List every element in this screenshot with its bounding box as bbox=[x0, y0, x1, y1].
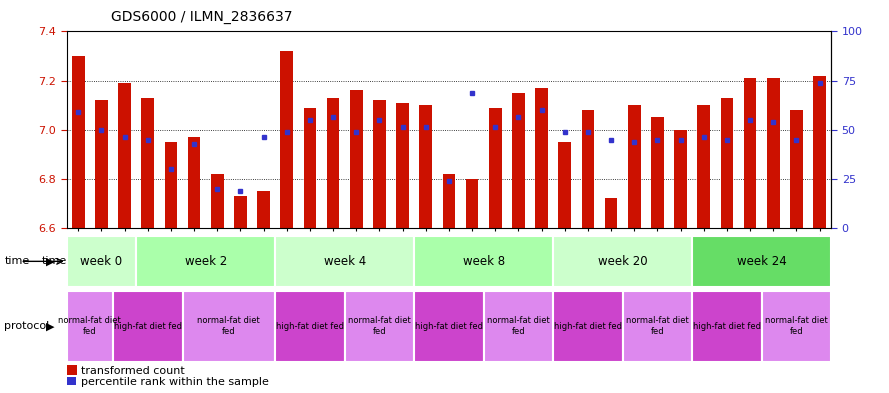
Bar bbox=[234, 196, 247, 228]
Text: time: time bbox=[4, 256, 29, 266]
Bar bbox=[558, 142, 571, 228]
Bar bbox=[813, 76, 826, 228]
Bar bbox=[484, 291, 553, 362]
Bar bbox=[535, 88, 548, 228]
Bar bbox=[67, 291, 113, 362]
Text: transformed count: transformed count bbox=[81, 366, 185, 376]
Text: ▶: ▶ bbox=[46, 321, 55, 331]
Bar bbox=[276, 291, 345, 362]
Bar bbox=[698, 105, 710, 228]
Bar bbox=[414, 236, 553, 287]
Text: week 20: week 20 bbox=[598, 255, 647, 268]
Text: week 24: week 24 bbox=[737, 255, 787, 268]
Bar bbox=[693, 236, 831, 287]
Bar bbox=[651, 118, 664, 228]
Text: week 8: week 8 bbox=[462, 255, 505, 268]
Bar bbox=[141, 98, 154, 228]
Bar bbox=[303, 108, 316, 228]
Bar bbox=[350, 90, 363, 228]
Bar bbox=[414, 291, 484, 362]
Bar bbox=[67, 236, 136, 287]
Bar bbox=[762, 291, 831, 362]
Bar bbox=[211, 174, 224, 228]
Bar bbox=[553, 291, 622, 362]
Text: GDS6000 / ILMN_2836637: GDS6000 / ILMN_2836637 bbox=[111, 10, 292, 24]
Bar bbox=[605, 198, 618, 228]
Bar bbox=[489, 108, 501, 228]
Bar bbox=[182, 291, 276, 362]
Bar bbox=[767, 78, 780, 228]
Bar bbox=[280, 51, 293, 228]
Text: normal-fat diet
fed: normal-fat diet fed bbox=[487, 316, 549, 336]
Bar bbox=[373, 100, 386, 228]
Bar bbox=[188, 137, 201, 228]
Text: normal-fat diet
fed: normal-fat diet fed bbox=[348, 316, 411, 336]
Bar bbox=[72, 56, 84, 228]
Text: time: time bbox=[42, 256, 67, 266]
Bar bbox=[136, 236, 276, 287]
Bar bbox=[420, 105, 432, 228]
Bar bbox=[790, 110, 803, 228]
Bar bbox=[553, 236, 693, 287]
Bar bbox=[512, 93, 525, 228]
Bar bbox=[257, 191, 270, 228]
Bar bbox=[693, 291, 762, 362]
Bar bbox=[327, 98, 340, 228]
Bar bbox=[95, 100, 108, 228]
Text: week 2: week 2 bbox=[185, 255, 227, 268]
Bar bbox=[628, 105, 641, 228]
Text: ▶: ▶ bbox=[46, 256, 55, 266]
Bar bbox=[345, 291, 414, 362]
Text: high-fat diet fed: high-fat diet fed bbox=[693, 322, 761, 331]
Text: normal-fat diet
fed: normal-fat diet fed bbox=[197, 316, 260, 336]
Bar bbox=[164, 142, 177, 228]
Bar bbox=[396, 103, 409, 228]
Bar bbox=[113, 291, 182, 362]
Text: percentile rank within the sample: percentile rank within the sample bbox=[81, 377, 268, 387]
Bar bbox=[674, 130, 687, 228]
Bar bbox=[581, 110, 595, 228]
Bar bbox=[744, 78, 757, 228]
Text: normal-fat diet
fed: normal-fat diet fed bbox=[765, 316, 828, 336]
Bar bbox=[622, 291, 693, 362]
Text: high-fat diet fed: high-fat diet fed bbox=[276, 322, 344, 331]
Text: normal-fat diet
fed: normal-fat diet fed bbox=[59, 316, 121, 336]
Bar bbox=[118, 83, 131, 228]
Text: normal-fat diet
fed: normal-fat diet fed bbox=[626, 316, 689, 336]
Bar bbox=[276, 236, 414, 287]
Text: week 0: week 0 bbox=[80, 255, 123, 268]
Text: high-fat diet fed: high-fat diet fed bbox=[114, 322, 181, 331]
Bar bbox=[443, 174, 455, 228]
Text: high-fat diet fed: high-fat diet fed bbox=[415, 322, 483, 331]
Text: week 4: week 4 bbox=[324, 255, 365, 268]
Bar bbox=[721, 98, 733, 228]
Text: high-fat diet fed: high-fat diet fed bbox=[554, 322, 622, 331]
Text: protocol: protocol bbox=[4, 321, 50, 331]
Bar bbox=[466, 179, 478, 228]
